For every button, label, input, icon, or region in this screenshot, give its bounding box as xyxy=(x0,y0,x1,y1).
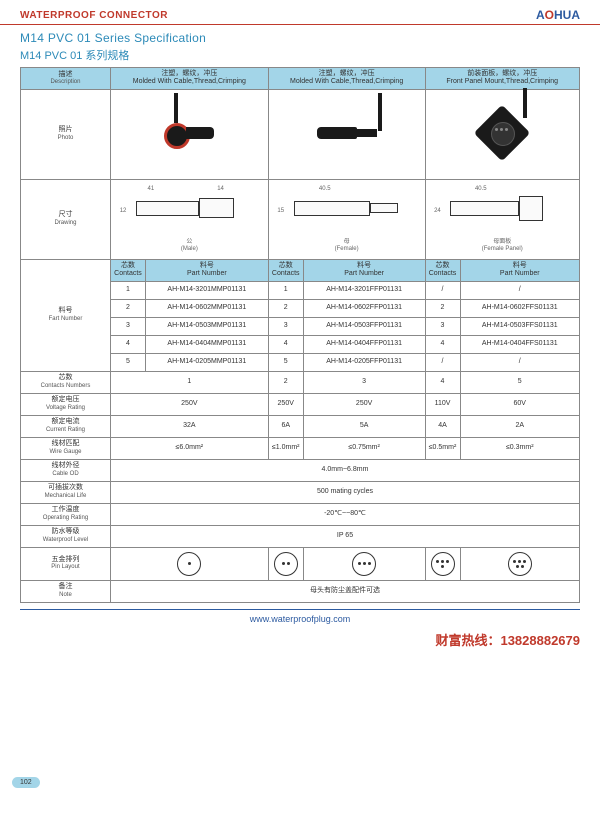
spec-table-wrapper: 描述 Description 注塑，螺纹，冲压 Molded With Cabl… xyxy=(0,67,600,603)
photo-label: 照片 Photo xyxy=(21,89,111,179)
header-title: WATERPROOF CONNECTOR xyxy=(20,10,168,21)
title-block: M14 PVC 01 Series Specification M14 PVC … xyxy=(0,25,600,67)
page-number: 102 xyxy=(12,777,40,788)
photo-male xyxy=(110,89,268,179)
pn-partnum-hdr-3: 料号Part Number xyxy=(460,259,580,281)
hdr-col3: 前装面板，螺纹，冲压 Front Panel Mount,Thread,Crim… xyxy=(425,68,580,90)
pn-contacts-hdr-2: 芯数Contacts xyxy=(268,259,303,281)
pn-partnum-hdr-1: 料号Part Number xyxy=(145,259,268,281)
panel-connector-icon xyxy=(477,108,527,158)
title-cn: M14 PVC 01 系列规格 xyxy=(20,47,580,63)
spec-note-row: 备注Note 母头有防尘盖配件可选 xyxy=(21,580,580,602)
spec-current-row: 额定电流Current Rating 32A 6A 5A 4A 2A xyxy=(21,415,580,437)
pin-layout-2 xyxy=(268,547,303,580)
drawing-panel: 40.5 24 母面板(Female Panel) xyxy=(425,179,580,259)
pn-contacts-hdr-3: 芯数Contacts xyxy=(425,259,460,281)
table-header-row: 描述 Description 注塑，螺纹，冲压 Molded With Cabl… xyxy=(21,68,580,90)
spec-table: 描述 Description 注塑，螺纹，冲压 Molded With Cabl… xyxy=(20,67,580,603)
page-header: WATERPROOF CONNECTOR AOHUA xyxy=(0,0,600,25)
spec-temp-row: 工作温度Operating Rating -20℃~~80℃ xyxy=(21,503,580,525)
spec-pin-row: 五金排列Pin Layout xyxy=(21,547,580,580)
pn-subheader-row: 料号 Fart Number 芯数Contacts 料号Part Number … xyxy=(21,259,580,281)
title-en: M14 PVC 01 Series Specification xyxy=(20,31,580,45)
female-connector-icon xyxy=(317,113,377,153)
photo-row: 照片 Photo xyxy=(21,89,580,179)
hdr-col2: 注塑，螺纹，冲压 Molded With Cable,Thread,Crimpi… xyxy=(268,68,425,90)
pin-layout-1 xyxy=(110,547,268,580)
photo-panel xyxy=(425,89,580,179)
logo: AOHUA xyxy=(536,8,580,22)
drawing-row: 尺寸 Drawing 41 14 12 公(Male) 40.5 15 母(Fe… xyxy=(21,179,580,259)
pn-label: 料号 Fart Number xyxy=(21,259,111,371)
spec-contacts-row: 芯数Contacts Numbers 1 2 3 4 5 xyxy=(21,371,580,393)
pn-contacts-hdr-1: 芯数Contacts xyxy=(110,259,145,281)
pin-layout-4 xyxy=(425,547,460,580)
drawing-label: 尺寸 Drawing xyxy=(21,179,111,259)
hotline: 财富热线：13828882679 xyxy=(0,628,600,653)
hdr-col1: 注塑，螺纹，冲压 Molded With Cable,Thread,Crimpi… xyxy=(110,68,268,90)
spec-wire-row: 线材匹配Wire Gauge ≤6.0mm² ≤1.0mm² ≤0.75mm² … xyxy=(21,437,580,459)
spec-voltage-row: 额定电压Voltage Rating 250V 250V 250V 110V 6… xyxy=(21,393,580,415)
hdr-desc: 描述 Description xyxy=(21,68,111,90)
spec-life-row: 可插拔次数Mechanical Life 500 mating cycles xyxy=(21,481,580,503)
footer-url: www.waterproofplug.com xyxy=(20,609,580,628)
drawing-female: 40.5 15 母(Female) xyxy=(268,179,425,259)
spec-od-row: 线材外径Cable OD 4.0mm~6.8mm xyxy=(21,459,580,481)
pin-layout-5 xyxy=(460,547,580,580)
spec-wp-row: 防水等级Waterproof Level IP 65 xyxy=(21,525,580,547)
photo-female xyxy=(268,89,425,179)
drawing-male: 41 14 12 公(Male) xyxy=(110,179,268,259)
pin-layout-3 xyxy=(303,547,425,580)
pn-partnum-hdr-2: 料号Part Number xyxy=(303,259,425,281)
male-connector-icon xyxy=(164,113,214,153)
